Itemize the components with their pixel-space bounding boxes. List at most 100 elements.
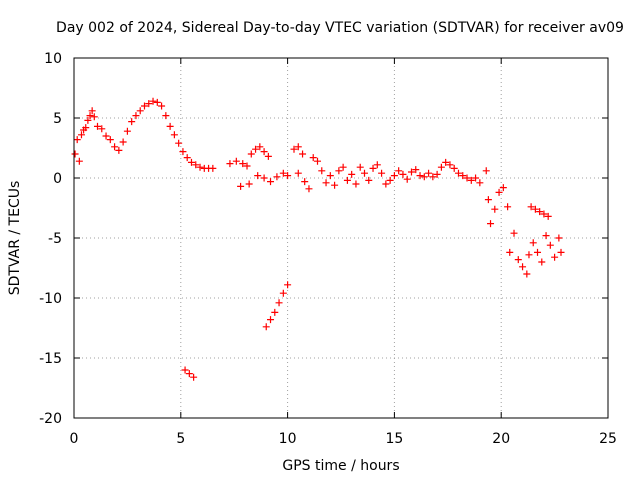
data-point bbox=[403, 175, 411, 183]
data-point bbox=[529, 239, 537, 247]
data-point bbox=[318, 167, 326, 175]
x-tick-label: 20 bbox=[492, 431, 510, 447]
data-point bbox=[519, 263, 527, 271]
data-point bbox=[326, 172, 334, 180]
data-point bbox=[115, 146, 123, 154]
data-point bbox=[75, 157, 83, 165]
data-point bbox=[348, 170, 356, 178]
data-point bbox=[90, 113, 98, 121]
data-point bbox=[536, 208, 544, 216]
y-tick-label: 0 bbox=[53, 171, 62, 187]
data-points bbox=[71, 97, 565, 381]
data-point bbox=[395, 167, 403, 175]
data-point bbox=[232, 157, 240, 165]
data-point bbox=[546, 241, 554, 249]
data-point bbox=[339, 163, 347, 171]
grid bbox=[74, 58, 608, 418]
data-point bbox=[275, 299, 283, 307]
y-tick-label: -5 bbox=[48, 231, 62, 247]
chart-title: Day 002 of 2024, Sidereal Day-to-day VTE… bbox=[56, 20, 624, 36]
data-point bbox=[82, 124, 90, 132]
data-point bbox=[463, 174, 471, 182]
x-tick-label: 15 bbox=[385, 431, 403, 447]
y-tick-label: -15 bbox=[39, 351, 62, 367]
data-point bbox=[190, 373, 198, 381]
data-point bbox=[170, 131, 178, 139]
data-point bbox=[267, 178, 275, 186]
data-point bbox=[256, 143, 264, 151]
data-point bbox=[84, 116, 92, 124]
x-tick-label: 10 bbox=[279, 431, 297, 447]
data-point bbox=[243, 162, 251, 170]
data-point bbox=[166, 122, 174, 130]
data-point bbox=[322, 179, 330, 187]
data-point bbox=[88, 107, 96, 115]
data-point bbox=[540, 210, 548, 218]
data-point bbox=[472, 174, 480, 182]
data-point bbox=[487, 220, 495, 228]
data-point bbox=[187, 158, 195, 166]
data-point bbox=[510, 229, 518, 237]
data-point bbox=[301, 178, 309, 186]
data-point bbox=[284, 172, 292, 180]
data-point bbox=[476, 179, 484, 187]
data-point bbox=[149, 97, 157, 105]
data-point bbox=[382, 180, 390, 188]
data-point bbox=[73, 136, 81, 144]
y-tick-labels: -20 -15 -10 -5 0 5 10 bbox=[39, 51, 62, 427]
y-tick-label: -20 bbox=[39, 411, 62, 427]
data-point bbox=[93, 122, 101, 130]
data-point bbox=[446, 161, 454, 169]
data-point bbox=[437, 163, 445, 171]
data-point bbox=[412, 166, 420, 174]
data-point bbox=[442, 158, 450, 166]
data-point bbox=[365, 176, 373, 184]
data-point bbox=[71, 150, 79, 158]
data-point bbox=[226, 160, 234, 168]
data-point bbox=[555, 234, 563, 242]
data-point bbox=[239, 160, 247, 168]
data-point bbox=[369, 164, 377, 172]
y-axis-label: SDTVAR / TECUs bbox=[7, 181, 23, 296]
data-point bbox=[551, 253, 559, 261]
data-point bbox=[309, 154, 317, 162]
data-point bbox=[279, 169, 287, 177]
data-point bbox=[98, 125, 106, 133]
data-point bbox=[335, 167, 343, 175]
data-point bbox=[279, 289, 287, 297]
data-point bbox=[416, 172, 424, 180]
data-point bbox=[538, 258, 546, 266]
data-point bbox=[527, 203, 535, 211]
data-point bbox=[557, 248, 565, 256]
x-axis-label: GPS time / hours bbox=[282, 458, 399, 474]
data-point bbox=[179, 148, 187, 156]
data-point bbox=[196, 163, 204, 171]
data-point bbox=[185, 370, 193, 378]
data-point bbox=[252, 145, 260, 153]
x-tick-labels: 0 5 10 15 20 25 bbox=[70, 431, 617, 447]
data-point bbox=[504, 203, 512, 211]
data-point bbox=[525, 251, 533, 259]
data-point bbox=[506, 248, 514, 256]
axis-ticks bbox=[73, 57, 609, 419]
data-point bbox=[111, 143, 119, 151]
data-point bbox=[314, 157, 322, 165]
data-point bbox=[181, 366, 189, 374]
data-point bbox=[531, 205, 539, 213]
data-point bbox=[267, 316, 275, 324]
data-point bbox=[523, 270, 531, 278]
data-point bbox=[390, 172, 398, 180]
data-point bbox=[86, 112, 94, 120]
data-point bbox=[128, 118, 136, 126]
data-point bbox=[407, 168, 415, 176]
data-point bbox=[352, 180, 360, 188]
y-tick-label: 5 bbox=[53, 111, 62, 127]
data-point bbox=[254, 172, 262, 180]
data-point bbox=[192, 161, 200, 169]
data-point bbox=[356, 163, 364, 171]
data-point bbox=[514, 256, 522, 264]
data-point bbox=[132, 112, 140, 120]
data-point bbox=[491, 205, 499, 213]
